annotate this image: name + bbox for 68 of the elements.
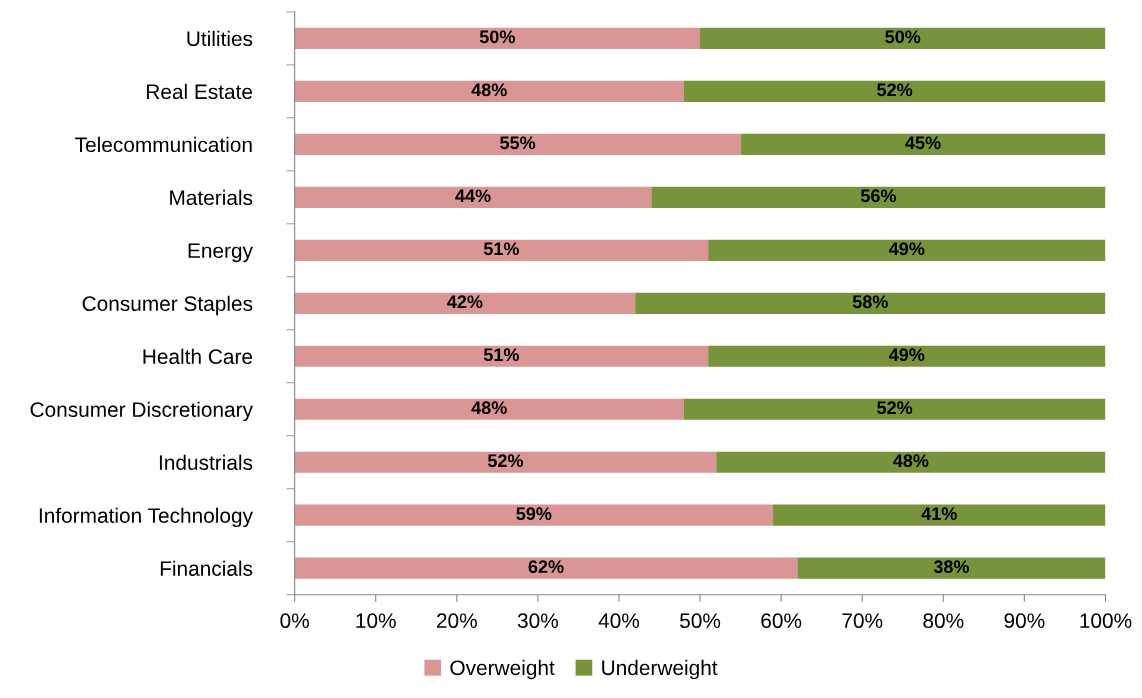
data-label: 51%	[483, 242, 519, 256]
y-tick-label: Consumer Discretionary	[30, 401, 253, 422]
data-label: 42%	[447, 295, 483, 309]
y-tick-label: Materials	[170, 189, 253, 206]
data-label: 51%	[483, 348, 519, 362]
data-label: 50%	[479, 30, 515, 44]
data-label: 58%	[852, 295, 888, 309]
bar	[294, 398, 684, 420]
data-label: 49%	[889, 348, 925, 362]
bar	[651, 186, 1106, 208]
bar	[294, 451, 717, 473]
x-tick-label: 80%	[923, 613, 964, 629]
bar	[294, 133, 741, 155]
data-label: 52%	[487, 454, 524, 468]
legend-label: Underweight	[602, 659, 718, 680]
data-label: 62%	[528, 560, 564, 574]
data-label: 49%	[889, 242, 925, 256]
x-tick-label: 10%	[356, 613, 396, 629]
y-tick-label: Industrials	[159, 454, 253, 470]
x-tick-label: 30%	[517, 613, 558, 629]
bar	[294, 239, 709, 261]
bar	[716, 451, 1106, 473]
data-label: 56%	[860, 189, 897, 203]
x-tick-label: 60%	[761, 613, 802, 629]
data-label: 45%	[905, 136, 941, 150]
x-tick-label: 50%	[680, 613, 721, 629]
bar	[635, 292, 1106, 314]
y-tick-label: Energy	[188, 243, 253, 263]
bar	[683, 80, 1106, 102]
data-label: 48%	[893, 454, 929, 468]
bar	[773, 504, 1106, 526]
bar	[294, 504, 774, 526]
bar	[700, 27, 1106, 49]
x-tick-label: 70%	[842, 613, 883, 629]
bar	[294, 80, 684, 102]
bar	[683, 398, 1106, 420]
data-label: 44%	[455, 189, 491, 203]
data-label: 52%	[877, 401, 913, 415]
data-label: 41%	[921, 507, 957, 521]
data-label: 38%	[933, 560, 969, 574]
data-label: 50%	[885, 30, 921, 44]
bar	[294, 27, 701, 49]
x-tick-label: 100%	[1080, 613, 1132, 629]
y-tick-label: Telecommunication	[75, 136, 252, 153]
y-tick-label: Financials	[160, 560, 253, 576]
x-tick-label: 40%	[598, 613, 640, 629]
legend-label: Overweight	[450, 659, 555, 680]
bar	[708, 239, 1106, 261]
data-label: 52%	[877, 83, 913, 97]
x-tick-label: 0%	[280, 613, 309, 629]
y-tick-label: Real Estate	[146, 83, 253, 100]
data-label: 55%	[500, 136, 536, 150]
bar	[294, 345, 709, 367]
y-tick-label: Health Care	[143, 348, 253, 365]
bar	[797, 557, 1106, 579]
y-tick-label: Information Technology	[39, 507, 253, 528]
y-tick-label: Consumer Staples	[82, 295, 253, 316]
data-label: 48%	[471, 83, 507, 97]
bar	[294, 557, 798, 579]
bar	[294, 292, 636, 314]
x-tick-label: 20%	[437, 613, 477, 629]
bar	[294, 186, 652, 208]
y-tick-label: Utilities	[187, 30, 253, 47]
bar	[740, 133, 1106, 155]
data-label: 48%	[471, 401, 507, 415]
data-label: 59%	[516, 507, 552, 521]
x-tick-label: 90%	[1004, 613, 1045, 629]
bar	[708, 345, 1106, 367]
